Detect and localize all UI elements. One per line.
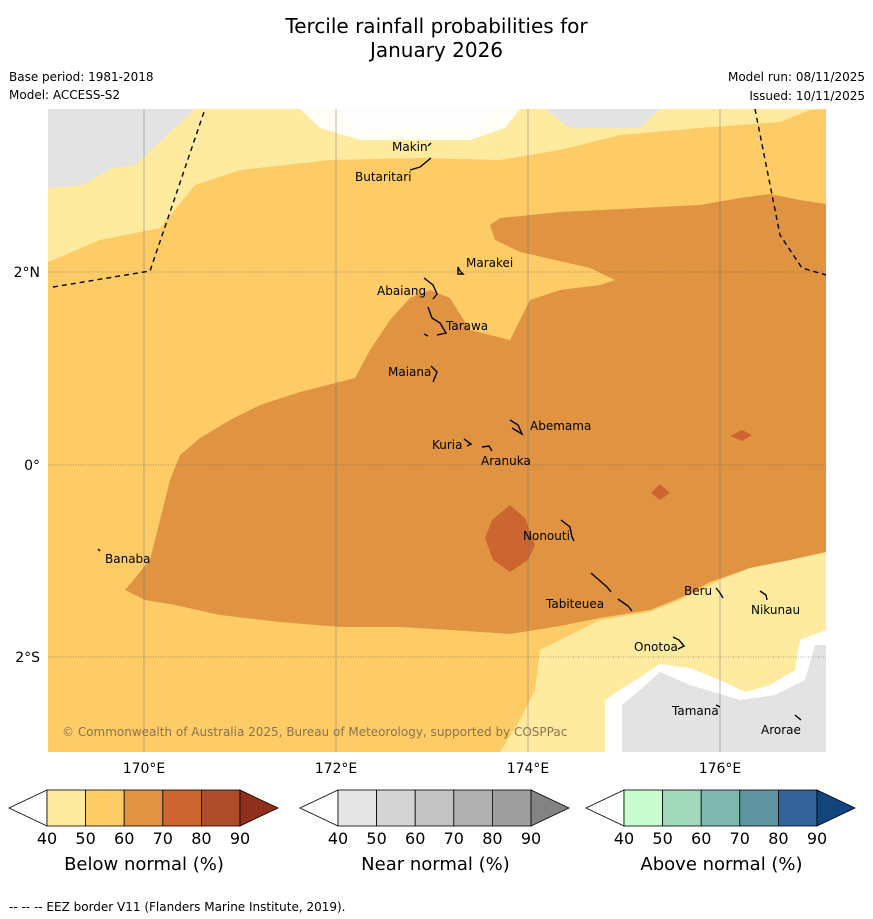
colorbar-below-extend-high	[239, 789, 279, 827]
lat-label-2n: 2°N	[14, 265, 40, 281]
colorbar-above-segment	[662, 789, 702, 827]
colorbar-near-segment	[414, 789, 455, 827]
island-labels: Makin Butaritari Marakei Abaiang Tarawa …	[105, 140, 801, 737]
island-label-aranuka: Aranuka	[481, 454, 531, 468]
colorbar-below-segment	[46, 789, 86, 827]
island-label-maiana: Maiana	[388, 365, 431, 379]
colorbar-near-tick: 80	[482, 829, 502, 848]
colorbar-below-tick: 40	[37, 829, 57, 848]
eez-border	[52, 109, 826, 288]
chart-title-line1: Tercile rainfall probabilities for	[285, 14, 588, 38]
island-label-makin: Makin	[392, 140, 428, 154]
colorbar-above-tick: 70	[730, 829, 750, 848]
colorbar-near-extend-high	[530, 789, 570, 827]
island-label-tabiteuea: Tabiteuea	[545, 597, 604, 611]
colorbar-group: 40 50 60 70 80 90 40 50 60 70 80 90 40 50 60 70 80 90	[8, 789, 856, 848]
island-label-tarawa: Tarawa	[445, 319, 488, 333]
island-label-arorae: Arorae	[761, 723, 801, 737]
colorbar-below-tick: 80	[191, 829, 211, 848]
base-period: Base period: 1981-2018	[9, 70, 154, 84]
island-label-butaritari: Butaritari	[355, 170, 412, 184]
colorbar-near-tick: 50	[366, 829, 386, 848]
colorbar-near-extend-low	[299, 789, 339, 827]
colorbar-below-tick: 60	[114, 829, 134, 848]
colorbar-above-tick: 90	[807, 829, 827, 848]
colorbar-label-above: Above normal (%)	[640, 854, 803, 875]
island-outlines	[97, 142, 802, 721]
eez-footnote: -- -- -- EEZ border V11 (Flanders Marine…	[9, 900, 346, 914]
colorbar-near-tick: 70	[444, 829, 464, 848]
issued-date: Issued: 10/11/2025	[749, 89, 865, 103]
colorbar-label-near: Near normal (%)	[361, 854, 510, 875]
colorbar-near-segment	[337, 789, 377, 827]
colorbar-above-extend-low	[585, 789, 625, 827]
island-label-tamana: Tamana	[671, 704, 719, 718]
colorbar-below-tick: 90	[230, 829, 250, 848]
lon-label-174e: 174°E	[507, 761, 550, 777]
island-label-nikunau: Nikunau	[751, 603, 800, 617]
lon-label-176e: 176°E	[699, 761, 742, 777]
lat-label-0: 0°	[24, 458, 40, 474]
colorbar-above-segment	[739, 789, 779, 827]
colorbar-above-tick: 40	[614, 829, 634, 848]
colorbar-below-segment	[85, 789, 125, 827]
colorbar-near-tick: 90	[521, 829, 541, 848]
colorbar-near-tick: 60	[405, 829, 425, 848]
lon-label-170e: 170°E	[123, 761, 166, 777]
island-label-abaiang: Abaiang	[377, 284, 426, 298]
colorbar-below-segment	[162, 789, 202, 827]
band-below-60-70	[125, 194, 826, 634]
colorbar-below-tick: 50	[75, 829, 95, 848]
colorbar-label-below: Below normal (%)	[64, 854, 224, 875]
copyright-notice: © Commonwealth of Australia 2025, Bureau…	[62, 725, 567, 739]
colorbar-near-segment	[376, 789, 416, 827]
colorbar-near-segment	[491, 789, 532, 827]
axis-labels: 2°N 0° 2°S 170°E 172°E 174°E 176°E	[14, 265, 742, 777]
island-label-beru: Beru	[684, 584, 712, 598]
model-name: Model: ACCESS-S2	[9, 88, 121, 102]
island-label-kuria: Kuria	[432, 438, 463, 452]
colorbar-near-tick: 40	[328, 829, 348, 848]
island-label-marakei: Marakei	[466, 256, 513, 270]
island-label-onotoa: Onotoa	[634, 640, 678, 654]
colorbar-below-segment	[123, 789, 164, 827]
graticule	[48, 109, 826, 752]
lat-label-2s: 2°S	[15, 650, 40, 666]
island-label-abemama: Abemama	[530, 419, 591, 433]
lon-label-172e: 172°E	[315, 761, 358, 777]
island-label-banaba: Banaba	[105, 552, 151, 566]
island-label-nonouti: Nonouti	[523, 529, 570, 543]
colorbar-above-tick: 60	[691, 829, 711, 848]
chart-title-line2: January 2026	[369, 38, 504, 62]
colorbar-above-segment	[700, 789, 741, 827]
colorbar-near-segment	[453, 789, 493, 827]
colorbar-below-extend-low	[8, 789, 48, 827]
model-run-date: Model run: 08/11/2025	[727, 70, 865, 84]
colorbar-below-segment	[200, 789, 241, 827]
colorbar-above-extend-high	[816, 789, 856, 827]
band-below-70-80	[485, 505, 535, 572]
colorbar-above-segment	[623, 789, 663, 827]
colorbar-above-tick: 50	[652, 829, 672, 848]
colorbar-above-segment	[778, 789, 818, 827]
colorbar-below-tick: 70	[153, 829, 173, 848]
colorbar-above-tick: 80	[768, 829, 788, 848]
